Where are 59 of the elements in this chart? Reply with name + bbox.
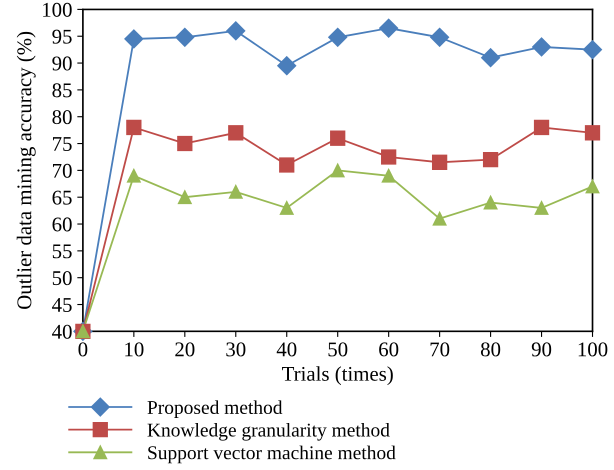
point <box>175 28 194 47</box>
point <box>379 18 398 38</box>
x-tick-label: 50 <box>328 342 348 356</box>
x-tick-label: 0 <box>78 342 88 356</box>
point <box>381 149 396 165</box>
x-tick-label: 10 <box>125 342 144 356</box>
point <box>226 21 246 40</box>
y-tick-label: 65 <box>52 190 72 205</box>
point <box>586 180 600 194</box>
point <box>126 120 142 136</box>
point <box>534 120 550 136</box>
point <box>330 130 346 146</box>
point <box>484 196 498 210</box>
legend-label: Knowledge granularity method <box>148 422 390 441</box>
x-tick-label: 30 <box>226 342 246 356</box>
point <box>178 190 192 204</box>
point <box>582 40 602 60</box>
y-tick-label: 70 <box>53 164 72 178</box>
y-tick-label: 85 <box>52 83 72 98</box>
y-tick-label: 90 <box>52 56 72 70</box>
x-tick-label: 70 <box>430 342 450 356</box>
x-axis-title: Trials (times) <box>282 366 393 386</box>
point <box>482 152 498 168</box>
y-tick-label: 80 <box>52 110 72 124</box>
point <box>432 154 448 170</box>
point <box>228 184 243 199</box>
point <box>584 125 600 140</box>
point <box>279 157 294 173</box>
y-tick-label: 60 <box>52 217 72 232</box>
point <box>432 212 447 226</box>
point <box>228 125 244 140</box>
point <box>280 200 294 215</box>
x-tick-label: 80 <box>480 342 500 356</box>
y-tick-label: 95 <box>52 30 72 44</box>
point <box>534 200 548 215</box>
point <box>328 28 348 47</box>
point <box>277 56 296 76</box>
x-tick-label: 60 <box>379 342 398 356</box>
y-tick-label: 75 <box>53 137 72 151</box>
y-tick-label: 100 <box>43 2 72 17</box>
y-tick-label: 55 <box>52 244 72 258</box>
x-tick-label: 90 <box>532 342 552 356</box>
point <box>430 28 450 47</box>
point <box>330 163 345 178</box>
x-tick-label: 100 <box>578 342 608 356</box>
point <box>124 29 144 48</box>
y-axis-title: Outlier data mining accuracy (%) <box>16 32 36 309</box>
x-tick-label: 40 <box>276 342 296 356</box>
point <box>126 168 141 183</box>
y-tick-label: 40 <box>52 324 72 339</box>
point <box>382 168 396 183</box>
x-tick-label: 20 <box>175 342 194 356</box>
point <box>532 37 552 56</box>
y-tick-label: 45 <box>52 298 72 312</box>
point <box>177 136 192 152</box>
point <box>481 48 500 68</box>
legend-label: Proposed method <box>148 400 282 418</box>
y-tick-label: 50 <box>52 271 72 286</box>
legend-label: Support vector machine method <box>148 446 396 464</box>
